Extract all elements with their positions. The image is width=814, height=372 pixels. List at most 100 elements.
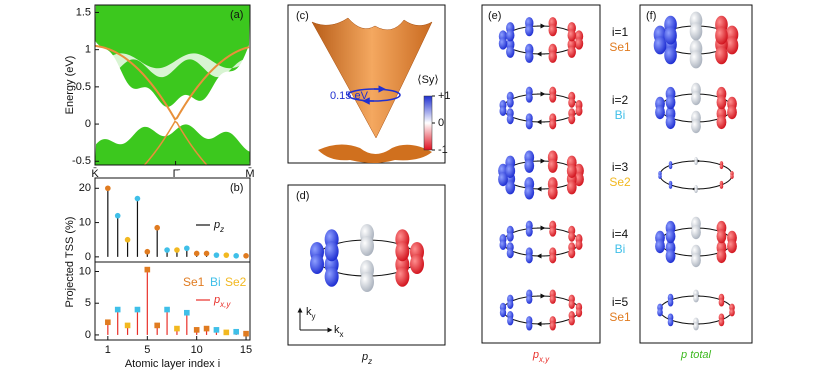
y-tick-label: 5 [85, 297, 91, 309]
panel-label: (f) [646, 10, 656, 22]
stem-marker [184, 245, 190, 252]
k-ring [502, 93, 580, 123]
atom-legend-label: Se2 [225, 275, 247, 289]
orbital-lobe [566, 180, 577, 195]
y-tick-label: 20 [79, 182, 91, 194]
panel-caption: pz [361, 351, 372, 366]
panel-d-frame [287, 184, 446, 346]
atom-legend-label: Se1 [183, 275, 205, 289]
orbital-lobe [725, 36, 739, 55]
stem-marker [233, 328, 239, 335]
k-ring [502, 227, 580, 257]
orbital-lobe [568, 114, 576, 125]
orbital-lobe [716, 95, 727, 110]
layer-atom: Se1 [609, 310, 631, 324]
y-tick-label: 0 [85, 251, 91, 263]
panel-caption: px,y [532, 349, 550, 364]
orbital-lobe [547, 185, 558, 200]
layer-atom: Bi [615, 242, 626, 256]
orbital-lobe [568, 97, 576, 108]
atom-legend-label: Bi [210, 275, 221, 289]
y-axis-label: Projected TSS (%) [64, 217, 76, 308]
orbital-lobe [506, 114, 514, 125]
stem-marker [213, 252, 220, 258]
orbital-lobe [360, 272, 374, 292]
stem-marker [193, 250, 200, 257]
ky-label: ky [306, 306, 316, 321]
orbital-lobe [549, 294, 556, 304]
orbital-lobe [524, 185, 535, 200]
orbital-lobe [525, 92, 533, 103]
k-ring [502, 25, 580, 55]
stem-marker [184, 309, 190, 316]
orbital-lobe [499, 106, 507, 116]
orbital-lobe [719, 183, 724, 189]
orbital-lobe [715, 26, 728, 45]
layer-atom: Bi [615, 108, 626, 122]
orbital-lobe [719, 164, 724, 170]
orbital-lobe [655, 239, 665, 254]
x-tick-label: Γ̄ [173, 168, 181, 180]
stem-marker [134, 306, 141, 313]
stem-marker [134, 195, 141, 202]
layer-atom: Se2 [609, 175, 631, 189]
colorbar [423, 95, 433, 151]
orbital-lobe [574, 37, 584, 50]
orbital-lobe [499, 308, 507, 318]
stem-marker [154, 224, 160, 231]
orbital-lobe [549, 321, 556, 331]
orbital-lobe [694, 188, 698, 193]
orbital-lobe [664, 26, 677, 45]
y-tick-label: -0.5 [72, 155, 91, 167]
stem-marker [124, 322, 131, 329]
k-ring [502, 295, 580, 325]
x-tick-label: 10 [191, 344, 203, 356]
orbital-lobe [727, 239, 737, 254]
stem-marker [144, 266, 151, 273]
orbital-lobe [689, 50, 703, 69]
orbital-lobe [691, 119, 701, 134]
orbital-lobe [575, 240, 583, 250]
orbital-lobe [668, 164, 673, 170]
orbital-lobe [507, 299, 514, 309]
orbital-lobe [694, 160, 698, 165]
orbital-lobe [665, 95, 676, 110]
stem-marker [164, 247, 170, 253]
orbital-lobe [499, 240, 507, 250]
stem-marker [213, 327, 220, 333]
orbital-lobe [718, 318, 725, 327]
orbital-lobe [498, 37, 508, 50]
panel-label: (d) [296, 190, 309, 202]
orbital-lobe [664, 46, 677, 65]
layer-index: i=2 [612, 93, 629, 107]
x-tick-label: M̄ [245, 167, 254, 180]
orbital-lobe [360, 236, 374, 256]
orbital-lobe [506, 97, 514, 108]
orbital-lobe [716, 249, 727, 264]
orbital-lobe [506, 29, 515, 42]
y-tick-label: 0 [85, 329, 91, 341]
orbital-lobe [575, 106, 583, 116]
colorbar-tick-label: -1 [438, 144, 448, 156]
orbital-lobe [506, 45, 515, 58]
orbital-lobe [729, 308, 735, 317]
orbital-lobe [549, 119, 557, 130]
orbital-lobe [566, 163, 577, 178]
orbital-lobe [506, 248, 514, 259]
orbital-lobe [525, 50, 534, 63]
orbital-lobe [727, 105, 737, 120]
legend-label: pz [213, 219, 224, 234]
stem-marker [203, 325, 210, 332]
orbital-lobe [568, 248, 576, 259]
x-tick-label: 1 [105, 344, 111, 356]
orbital-lobe [574, 172, 584, 187]
orbital-lobe [410, 254, 424, 274]
orbital-lobe [547, 158, 558, 173]
orbital-lobe [689, 22, 703, 41]
colorbar-tick-label: 0 [438, 117, 444, 129]
y-tick-label: 0 [85, 118, 91, 130]
stem-marker [223, 252, 230, 258]
panel-c-frame [287, 4, 446, 164]
axes-frame [94, 261, 251, 341]
